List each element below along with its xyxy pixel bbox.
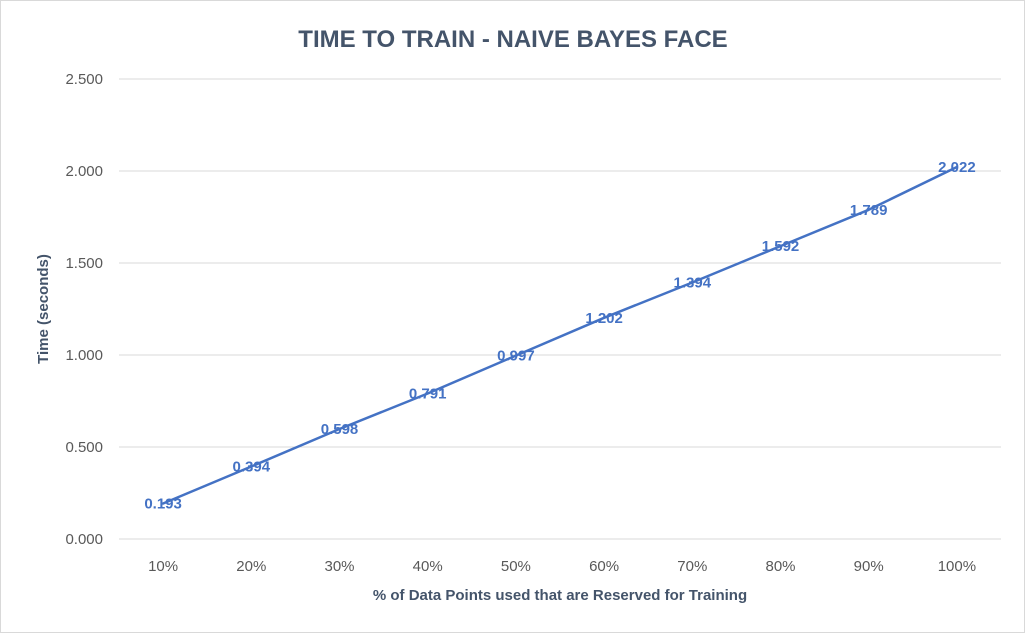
y-tick-label: 0.500 — [65, 439, 103, 456]
x-axis-ticks: 10% 20% 30% 40% 50% 60% 70% 80% 90% 100% — [148, 558, 976, 575]
data-label: 2.022 — [938, 159, 976, 176]
x-tick-label: 50% — [501, 558, 531, 575]
y-tick-label: 2.500 — [65, 71, 103, 88]
x-tick-label: 80% — [765, 558, 795, 575]
chart-title: TIME TO TRAIN - NAIVE BAYES FACE — [298, 26, 727, 53]
y-axis-title: Time (seconds) — [35, 254, 52, 364]
y-axis-ticks: 0.000 0.500 1.000 1.500 2.000 2.500 — [65, 71, 103, 548]
series-line — [161, 165, 959, 505]
data-label: 1.202 — [585, 310, 623, 327]
y-tick-label: 1.000 — [65, 347, 103, 364]
x-tick-label: 40% — [413, 558, 443, 575]
x-tick-label: 30% — [324, 558, 354, 575]
data-label: 0.997 — [497, 348, 535, 365]
gridlines — [119, 78, 1001, 540]
x-tick-label: 60% — [589, 558, 619, 575]
data-label: 0.791 — [409, 385, 447, 402]
data-label: 0.598 — [321, 421, 359, 438]
y-tick-label: 1.500 — [65, 255, 103, 272]
x-tick-label: 10% — [148, 558, 178, 575]
x-tick-label: 100% — [938, 558, 976, 575]
data-label: 0.193 — [144, 495, 182, 512]
data-label: 1.789 — [850, 202, 888, 219]
data-label: 1.592 — [762, 238, 800, 255]
data-label: 1.394 — [674, 275, 712, 292]
x-tick-label: 20% — [236, 558, 266, 575]
data-label: 0.394 — [233, 459, 271, 476]
x-tick-label: 90% — [854, 558, 884, 575]
y-tick-label: 2.000 — [65, 163, 103, 180]
data-labels: 0.193 0.394 0.598 0.791 0.997 1.202 1.394 1.592… — [144, 159, 975, 513]
x-axis-title: % of Data Points used that are Reserved … — [373, 587, 747, 604]
x-tick-label: 70% — [677, 558, 707, 575]
y-tick-label: 0.000 — [65, 531, 103, 548]
